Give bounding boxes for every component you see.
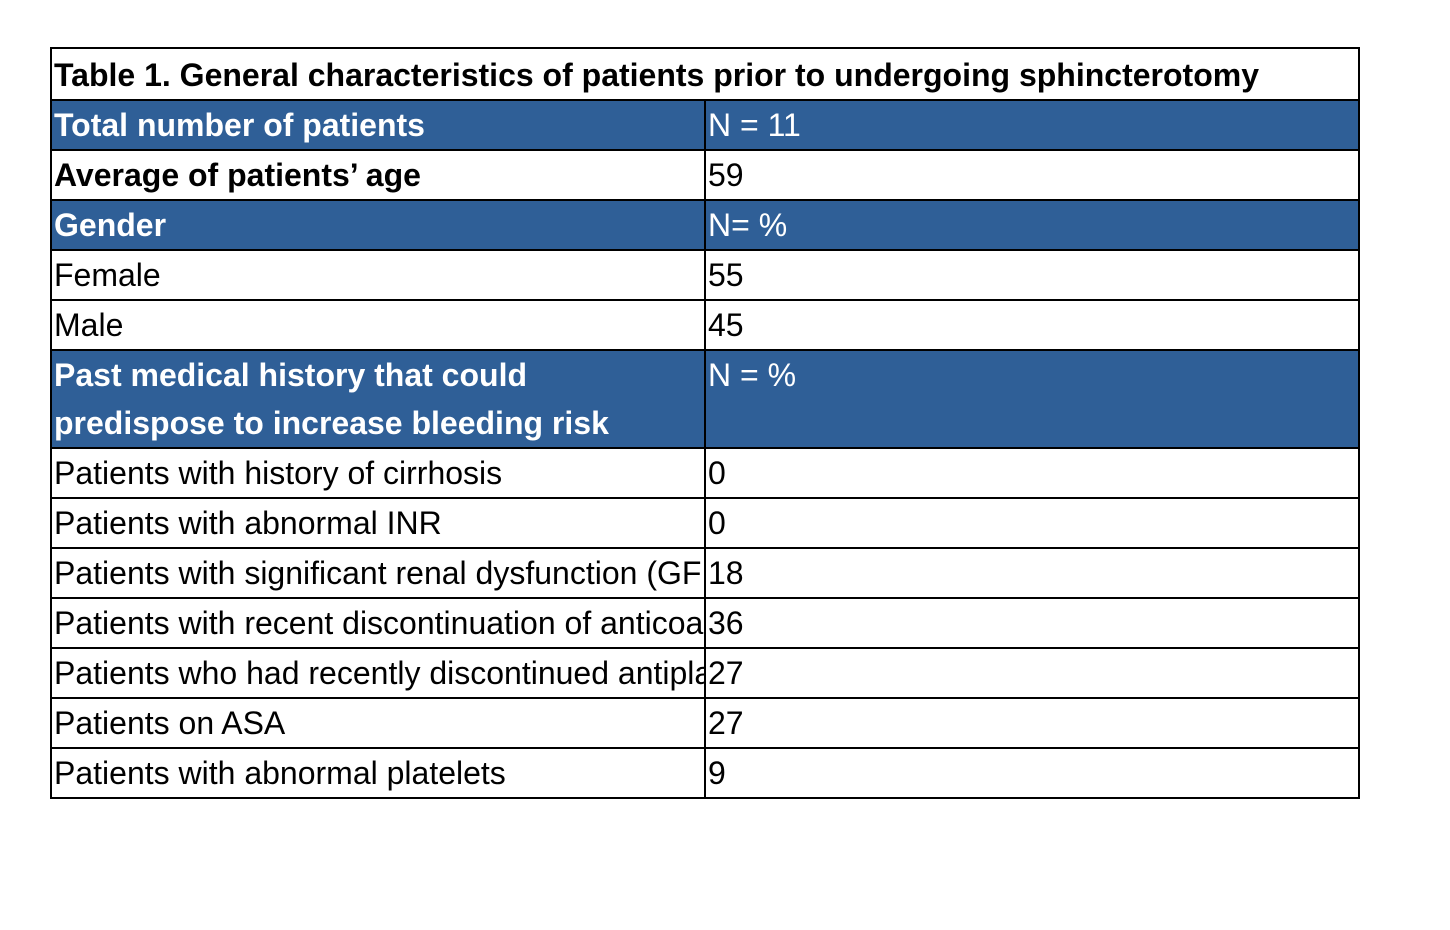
row-value: 45 [704, 299, 1360, 351]
row-label: Past medical history that could predispo… [50, 349, 706, 449]
row-label: Patients who had recently discontinued a… [50, 647, 706, 699]
row-label: Patients with significant renal dysfunct… [50, 547, 706, 599]
row-value: 9 [704, 747, 1360, 799]
table-row-renal-dysfunction: Patients with significant renal dysfunct… [50, 547, 1360, 599]
row-label: Patients with history of cirrhosis [50, 447, 706, 499]
row-value: N = 11 [704, 99, 1360, 151]
row-label: Patients with abnormal platelets [50, 747, 706, 799]
row-label: Gender [50, 199, 706, 251]
row-value: 55 [704, 249, 1360, 301]
table-row-asa: Patients on ASA 27 [50, 697, 1360, 749]
table-row-average-age: Average of patients’ age 59 [50, 149, 1360, 201]
row-label: Total number of patients [50, 99, 706, 151]
row-label: Female [50, 249, 706, 301]
row-label: Patients with recent discontinuation of … [50, 597, 706, 649]
row-value: N= % [704, 199, 1360, 251]
row-value: 18 [704, 547, 1360, 599]
row-value: N = % [704, 349, 1360, 449]
row-label: Average of patients’ age [50, 149, 706, 201]
row-value: 27 [704, 697, 1360, 749]
table-row-male: Male 45 [50, 299, 1360, 351]
row-label: Patients on ASA [50, 697, 706, 749]
table-row-female: Female 55 [50, 249, 1360, 301]
table-row-history-header: Past medical history that could predispo… [50, 349, 1360, 449]
characteristics-table: Table 1. General characteristics of pati… [50, 47, 1360, 799]
row-value: 0 [704, 497, 1360, 549]
table-row-total-patients: Total number of patients N = 11 [50, 99, 1360, 151]
table-row-cirrhosis: Patients with history of cirrhosis 0 [50, 447, 1360, 499]
table-row-antiplatelet: Patients who had recently discontinued a… [50, 647, 1360, 699]
table-row-gender-header: Gender N= % [50, 199, 1360, 251]
row-value: 59 [704, 149, 1360, 201]
row-label: Male [50, 299, 706, 351]
table-row-abnormal-inr: Patients with abnormal INR 0 [50, 497, 1360, 549]
table-caption: Table 1. General characteristics of pati… [50, 47, 1360, 101]
row-value: 27 [704, 647, 1360, 699]
table-row-anticoagulant: Patients with recent discontinuation of … [50, 597, 1360, 649]
row-label: Patients with abnormal INR [50, 497, 706, 549]
table-row-abnormal-platelets: Patients with abnormal platelets 9 [50, 747, 1360, 799]
row-value: 36 [704, 597, 1360, 649]
row-value: 0 [704, 447, 1360, 499]
table-caption-row: Table 1. General characteristics of pati… [50, 47, 1360, 101]
